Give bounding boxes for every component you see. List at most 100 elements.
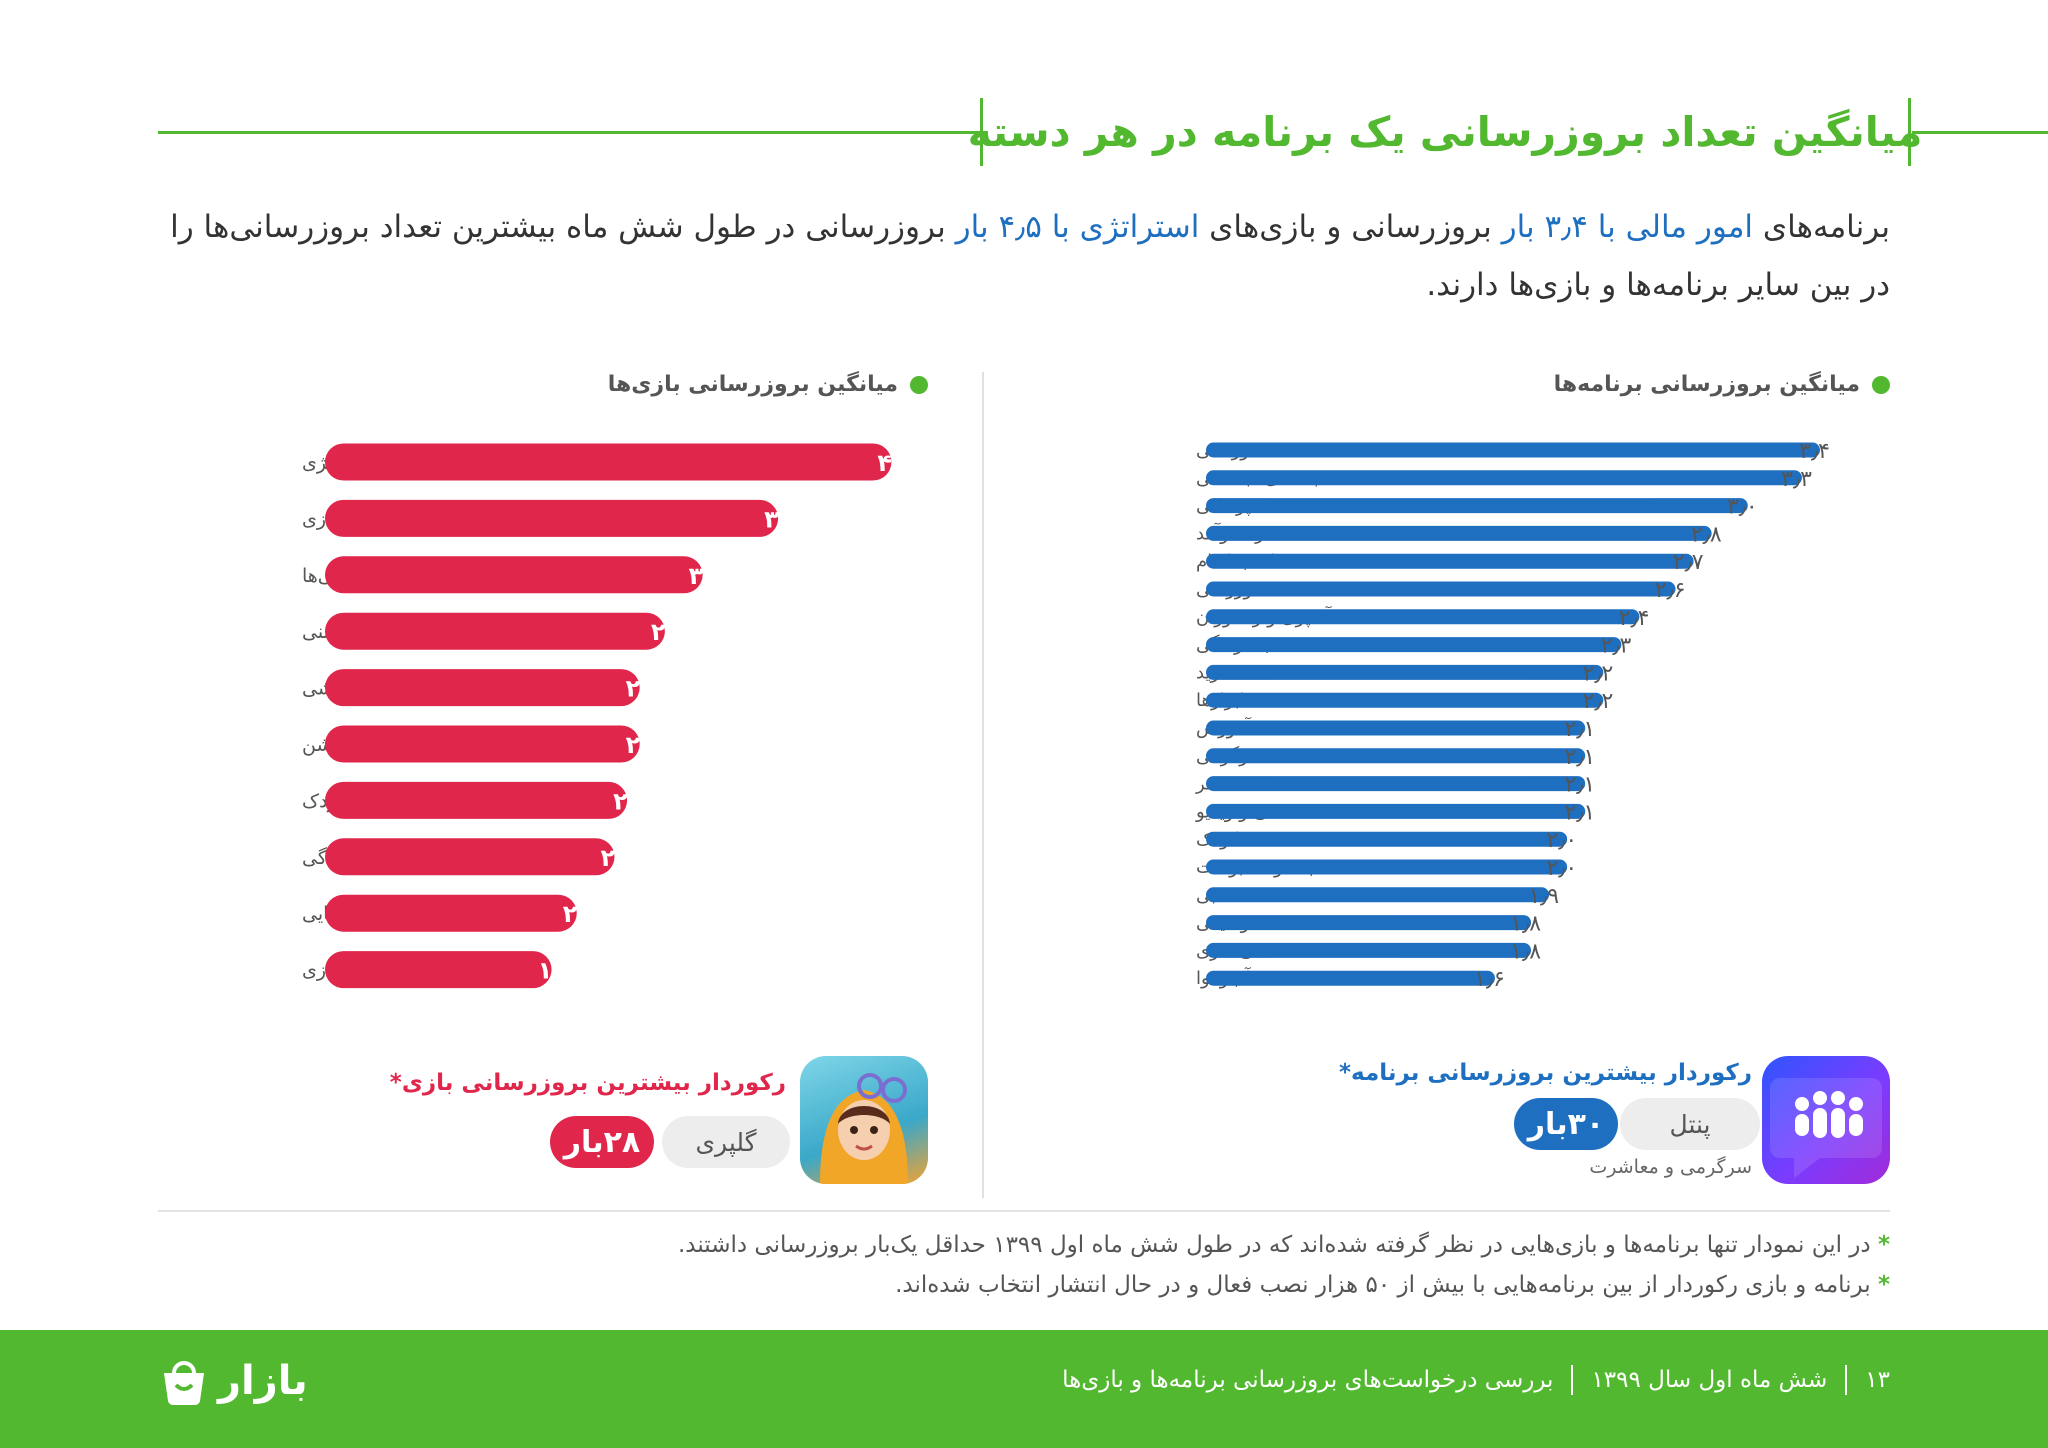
apps-bar <box>1206 692 1604 708</box>
apps-section-header: میانگین بروزرسانی برنامه‌ها <box>1554 372 1890 397</box>
summary-text-2: بروزرسانی و بازی‌های <box>1199 209 1502 245</box>
games-value-label: ۲٫۵ <box>626 675 664 703</box>
game-record-title: رکوردار بیشترین بروزرسانی بازی* <box>389 1070 786 1096</box>
footer-info: ۱۳ شش ماه اول سال ۱۳۹۹ بررسی درخواست‌های… <box>1062 1365 1890 1395</box>
apps-section-label: میانگین بروزرسانی برنامه‌ها <box>1553 372 1860 397</box>
footnote-2-text: برنامه و بازی رکوردار از بین برنامه‌هایی… <box>895 1272 1871 1298</box>
apps-bar <box>1206 942 1532 958</box>
apps-value-label: ۲٫۲ <box>1583 689 1614 714</box>
apps-value-label: ۲٫۴ <box>1619 606 1650 631</box>
title-rule-right <box>1912 131 2048 134</box>
apps-value-label: ۲٫۱ <box>1564 800 1595 825</box>
games-value-label: ۳٫۰ <box>689 562 727 590</box>
apps-bar <box>1206 498 1748 514</box>
games-bar <box>325 725 640 763</box>
footnote-1: * در این نمودار تنها برنامه‌ها و بازی‌ها… <box>678 1232 1890 1258</box>
footnote-divider <box>158 1210 1890 1212</box>
apps-value-label: ۳٫۴ <box>1799 439 1830 464</box>
apps-value-label: ۲٫۰ <box>1546 828 1577 853</box>
app-record-category: سرگرمی و معاشرت <box>1589 1156 1752 1178</box>
game-record-count: ۲۸بار <box>550 1116 654 1168</box>
apps-value-label: ۲٫۱ <box>1564 745 1595 770</box>
apps-value-label: ۱٫۸ <box>1510 912 1541 937</box>
footer-report-title: بررسی درخواست‌های بروزرسانی برنامه‌ها و … <box>1062 1367 1554 1393</box>
games-bar-chart: استراتژی۴٫۵شبیه‌سازی۳٫۶کلمات و دانستنی‌ه… <box>302 443 916 989</box>
games-bar <box>325 556 703 594</box>
title-bracket-right <box>1908 98 1911 166</box>
games-bar <box>325 838 615 876</box>
games-bar <box>325 499 779 537</box>
apps-bar <box>1206 831 1568 847</box>
apps-value-label: ۲٫۱ <box>1564 717 1595 742</box>
games-bar <box>325 612 665 650</box>
footnote-star-icon: * <box>1877 1272 1890 1298</box>
apps-bar <box>1206 442 1820 458</box>
apps-value-label: ۲٫۳ <box>1601 634 1632 659</box>
games-value-label: ۲٫۳ <box>601 844 640 872</box>
bullet-dot-icon <box>1872 375 1890 394</box>
app-record-name: پنتل <box>1620 1098 1760 1150</box>
summary-text-1: برنامه‌های <box>1753 209 1890 245</box>
apps-value-label: ۳٫۰ <box>1727 495 1758 520</box>
column-divider <box>982 372 984 1198</box>
games-bar <box>325 669 640 707</box>
golpari-game-icon <box>800 1056 928 1184</box>
footnote-1-text: در این نمودار تنها برنامه‌ها و بازی‌هایی… <box>677 1232 1871 1258</box>
apps-value-label: ۲٫۸ <box>1691 522 1722 547</box>
apps-bar <box>1206 748 1586 764</box>
games-section-header: میانگین بروزرسانی بازی‌ها <box>608 372 928 397</box>
games-bar <box>325 951 552 989</box>
games-value-label: ۲٫۰ <box>563 900 601 928</box>
footnote-star-icon: * <box>1877 1232 1890 1258</box>
apps-value-label: ۲٫۰ <box>1546 856 1577 881</box>
summary-text-3: بروزرسانی در طول شش ماه بیشترین تعداد بر… <box>170 209 1890 303</box>
apps-bar-chart: امورمالی۳٫۴شبکه‌های اجتماعی۳٫۳پزشکی۳٫۰رف… <box>1195 439 1830 992</box>
games-value-label: ۱٫۸ <box>538 957 577 985</box>
apps-value-label: ۱٫۹ <box>1528 884 1559 909</box>
apps-bar <box>1206 581 1676 597</box>
apps-value-label: ۱٫۸ <box>1510 939 1541 964</box>
game-record-name: گلپری <box>662 1116 790 1168</box>
apps-bar <box>1206 720 1586 736</box>
apps-value-label: ۲٫۷ <box>1673 550 1704 575</box>
summary-paragraph: برنامه‌های امور مالی با ۳٫۴ بار بروزرسان… <box>158 198 1890 314</box>
bazaar-logo: بازار <box>158 1355 308 1407</box>
games-value-label: ۲٫۴ <box>613 787 651 815</box>
apps-value-label: ۲٫۱ <box>1564 773 1595 798</box>
page-title: میانگین تعداد بروزرسانی یک برنامه در هر … <box>967 108 1923 156</box>
games-value-label: ۴٫۵ <box>877 449 915 477</box>
summary-highlight-finance: امور مالی با ۳٫۴ بار <box>1501 209 1754 245</box>
bullet-dot-icon <box>910 375 928 394</box>
apps-bar <box>1206 970 1495 986</box>
summary-highlight-strategy: استراتژی با ۴٫۵ بار <box>955 209 1200 245</box>
apps-bar <box>1206 553 1694 569</box>
apps-bar <box>1206 664 1604 680</box>
footer-bar <box>0 1330 2048 1448</box>
pentel-app-icon <box>1762 1056 1890 1184</box>
apps-bar <box>1206 470 1802 486</box>
title-bracket-left <box>980 98 983 166</box>
apps-value-label: ۲٫۶ <box>1655 578 1686 603</box>
bazaar-wordmark: بازار <box>218 1358 308 1404</box>
apps-value-label: ۱٫۶ <box>1474 967 1505 992</box>
apps-bar <box>1206 887 1550 903</box>
footnote-2: * برنامه و بازی رکوردار از بین برنامه‌ها… <box>895 1272 1890 1298</box>
footer-separator <box>1845 1365 1848 1395</box>
games-bar <box>325 781 628 819</box>
app-record-count: ۳۰بار <box>1514 1098 1618 1150</box>
apps-bar <box>1206 915 1532 931</box>
apps-bar <box>1206 859 1568 875</box>
page-number: ۱۳ <box>1865 1367 1890 1393</box>
apps-bar <box>1206 525 1712 541</box>
apps-bar <box>1206 776 1586 792</box>
games-value-label: ۲٫۵ <box>626 731 664 759</box>
games-bar <box>325 894 577 932</box>
footer-separator <box>1571 1365 1574 1395</box>
games-bar <box>325 443 892 481</box>
title-rule-left <box>158 131 980 134</box>
games-value-label: ۲٫۷ <box>651 618 690 646</box>
games-section-label: میانگین بروزرسانی بازی‌ها <box>607 372 898 397</box>
apps-value-label: ۳٫۳ <box>1781 467 1812 492</box>
games-value-label: ۳٫۶ <box>764 505 802 533</box>
apps-bar <box>1206 637 1622 653</box>
